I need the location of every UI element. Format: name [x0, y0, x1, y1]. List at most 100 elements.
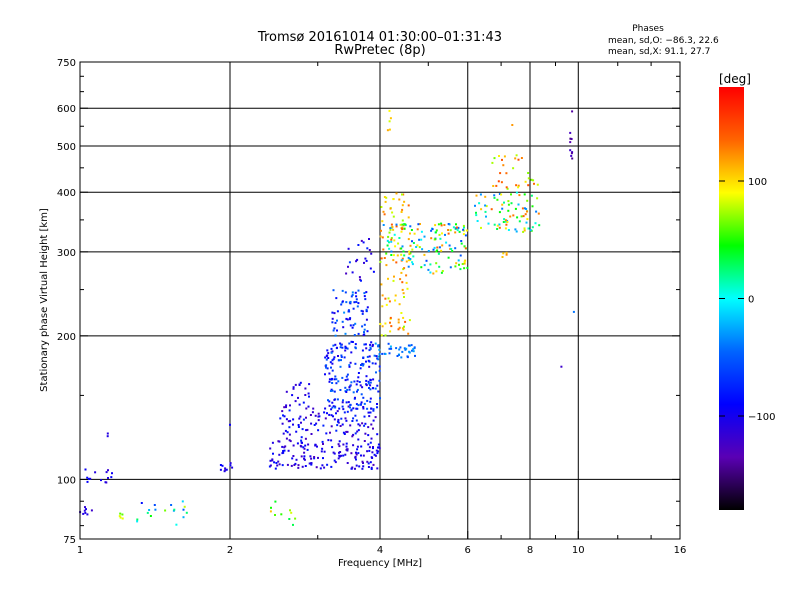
data-point	[378, 447, 381, 450]
data-point	[572, 310, 575, 313]
data-point	[366, 330, 369, 333]
data-point	[370, 456, 373, 459]
data-point	[369, 347, 372, 350]
data-point	[527, 172, 530, 174]
data-point	[447, 229, 450, 231]
data-point	[436, 246, 439, 249]
data-point	[388, 109, 391, 112]
data-point	[351, 466, 354, 469]
data-point	[313, 457, 316, 460]
data-point	[346, 373, 349, 376]
data-point	[341, 300, 344, 303]
data-point	[412, 350, 415, 353]
data-point	[427, 268, 430, 271]
data-point	[429, 271, 432, 274]
data-point	[484, 210, 487, 213]
data-point	[374, 342, 377, 345]
data-point	[340, 303, 343, 306]
data-point	[350, 351, 353, 354]
data-point	[375, 371, 377, 374]
data-point	[354, 343, 357, 346]
data-point	[418, 246, 421, 249]
data-point	[407, 238, 410, 241]
data-point	[524, 180, 527, 183]
data-point	[570, 138, 573, 140]
data-point	[354, 322, 357, 325]
data-point	[327, 399, 329, 402]
data-point	[371, 343, 374, 346]
data-point	[525, 221, 528, 224]
data-point	[330, 347, 333, 350]
data-point	[403, 227, 406, 230]
data-point	[342, 431, 345, 434]
data-point	[352, 407, 355, 410]
data-point	[219, 464, 222, 466]
data-point	[340, 354, 343, 357]
data-point	[288, 439, 291, 442]
data-point	[349, 324, 352, 327]
data-point	[381, 352, 384, 355]
data-point	[462, 228, 465, 231]
data-point	[440, 249, 443, 252]
data-point	[518, 194, 521, 197]
data-point	[409, 232, 411, 235]
data-point	[351, 341, 354, 343]
data-point	[536, 197, 539, 200]
data-point	[362, 462, 364, 464]
data-point	[531, 226, 534, 229]
y-tick-label: 500	[57, 142, 76, 153]
data-point	[346, 449, 349, 452]
data-point	[331, 377, 333, 380]
data-point	[106, 432, 109, 435]
data-point	[285, 437, 288, 440]
data-point	[328, 413, 331, 416]
data-point	[400, 247, 403, 250]
data-point	[107, 477, 109, 479]
data-point	[365, 259, 368, 262]
data-point	[462, 233, 465, 236]
data-point	[404, 348, 407, 351]
data-point	[358, 465, 361, 468]
data-point	[272, 452, 274, 455]
data-point	[459, 254, 462, 257]
data-point	[365, 379, 368, 382]
data-point	[499, 172, 502, 175]
data-point	[287, 420, 290, 423]
data-point	[361, 386, 364, 389]
data-point	[405, 281, 408, 284]
data-point	[412, 255, 415, 258]
data-point	[450, 248, 453, 250]
data-point	[503, 201, 505, 204]
data-point	[119, 512, 122, 515]
data-point	[300, 441, 303, 444]
data-point	[335, 297, 338, 300]
data-point	[505, 253, 508, 256]
data-point	[346, 430, 349, 433]
data-point	[336, 398, 339, 401]
data-point	[397, 321, 400, 324]
data-point	[423, 253, 426, 256]
data-point	[357, 404, 360, 407]
data-point	[409, 344, 411, 347]
data-point	[502, 221, 505, 223]
data-point	[298, 383, 301, 386]
data-point	[358, 424, 361, 427]
data-point	[352, 391, 355, 394]
data-point	[334, 343, 337, 346]
data-point	[362, 356, 365, 359]
data-point	[367, 411, 370, 414]
data-point	[346, 347, 349, 350]
data-point	[85, 508, 87, 511]
data-point	[351, 420, 354, 422]
data-point	[498, 155, 500, 157]
data-point	[317, 412, 320, 415]
data-point	[389, 227, 392, 230]
data-point	[533, 182, 535, 185]
data-point	[181, 500, 184, 503]
data-point	[332, 289, 335, 292]
data-point	[521, 207, 524, 210]
data-point	[405, 274, 408, 277]
data-point	[369, 400, 372, 403]
data-point	[503, 218, 506, 221]
data-point	[346, 378, 349, 381]
